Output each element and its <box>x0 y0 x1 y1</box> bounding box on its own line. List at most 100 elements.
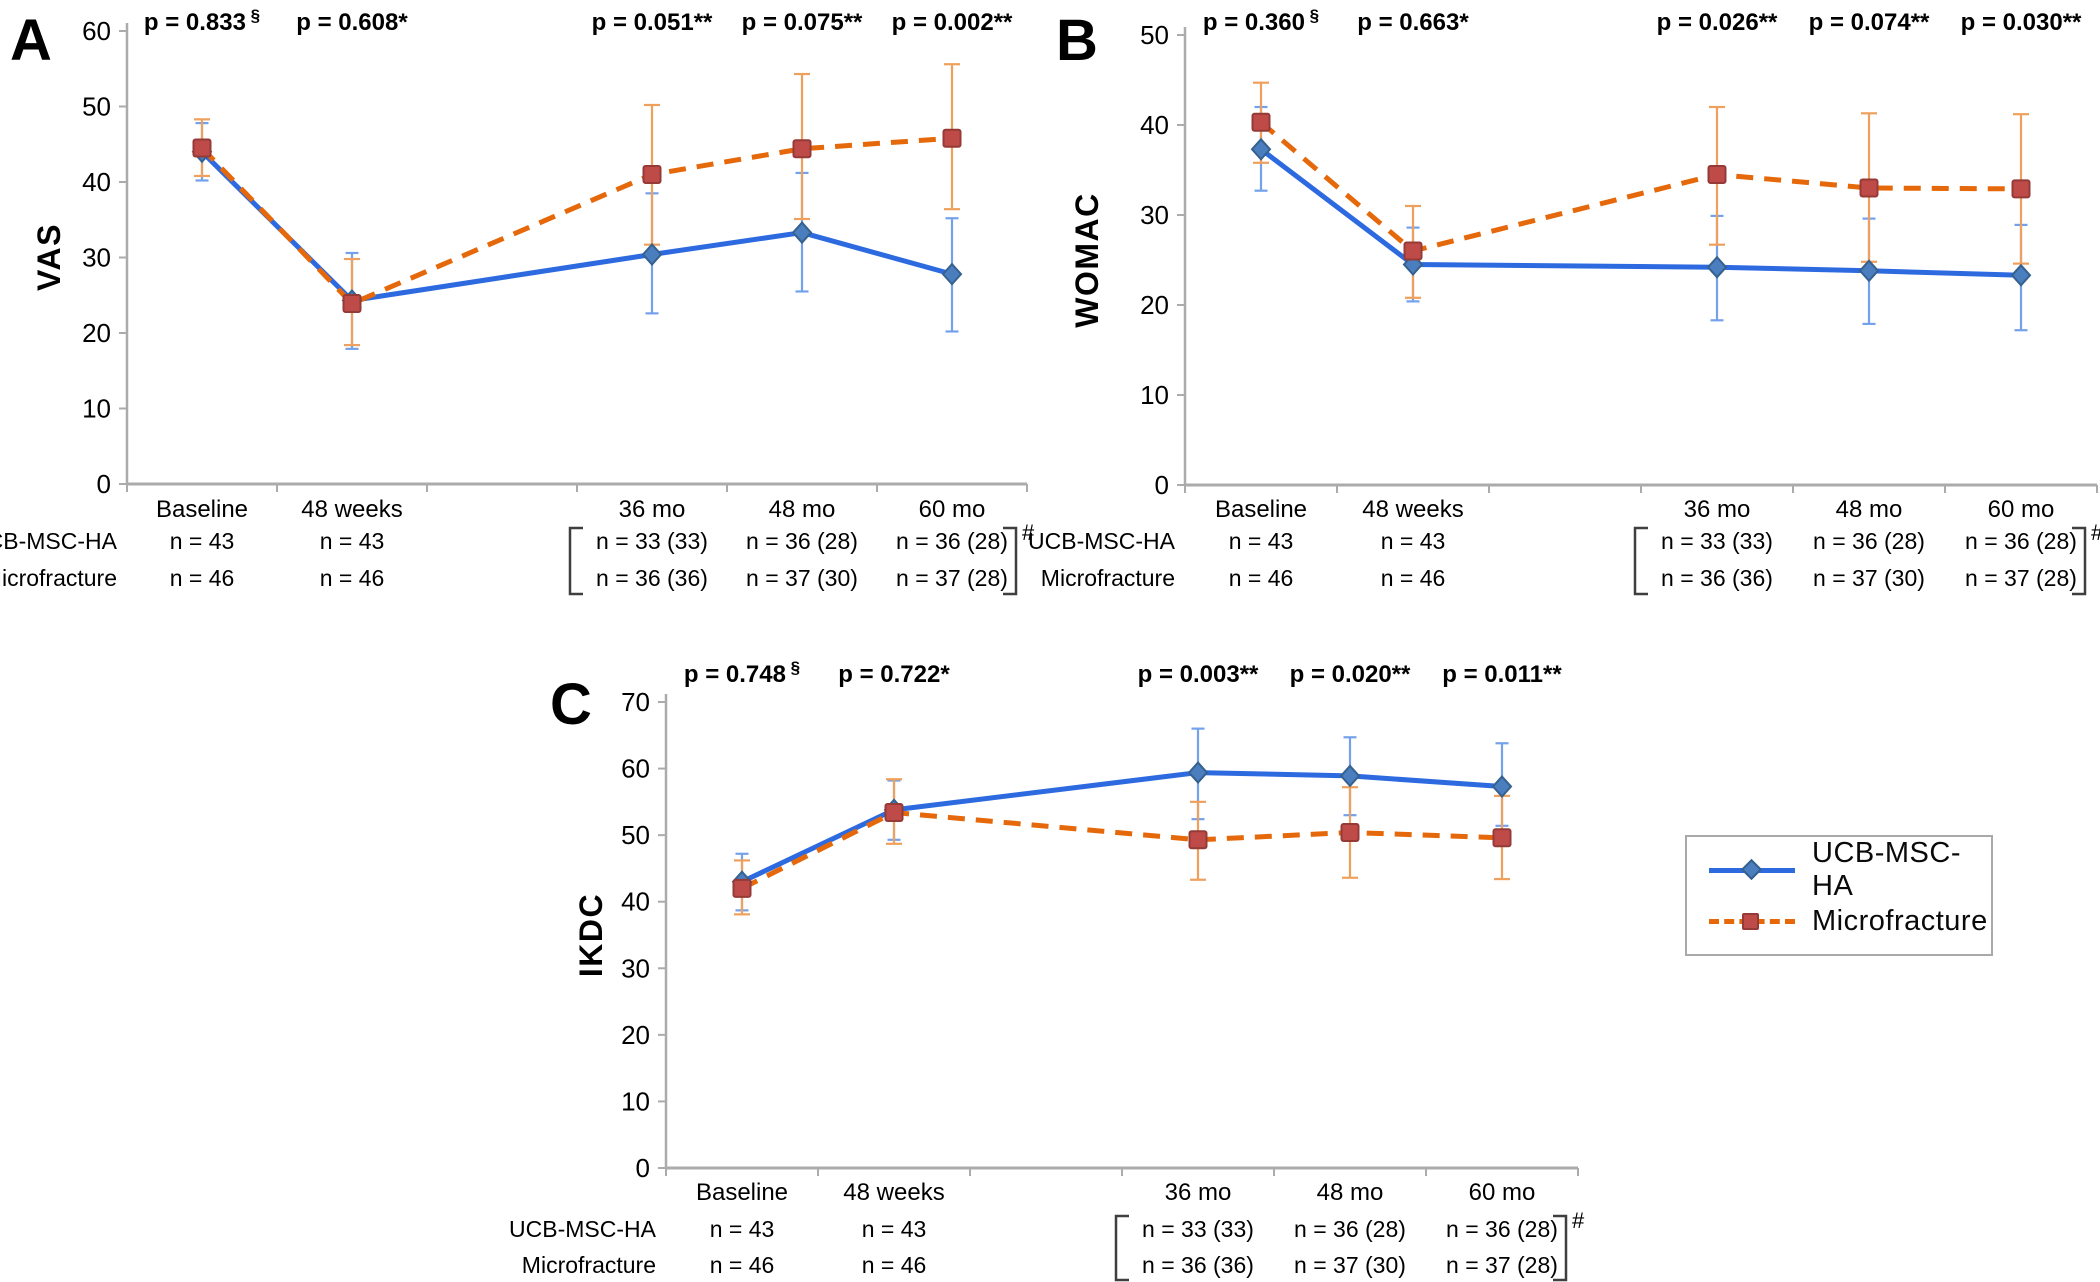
y-tick-label: 40 <box>621 887 650 917</box>
bracket-left <box>1633 526 1648 596</box>
p-value: p = 0.748 § <box>684 658 800 688</box>
data-point-ucb <box>2010 263 2032 287</box>
x-tick-label: 48 weeks <box>1362 496 1463 523</box>
n-value: n = 37 (30) <box>1813 565 1925 591</box>
n-value: n = 37 (28) <box>896 565 1008 591</box>
n-row-label: UCB-MSC-HA <box>509 1216 657 1242</box>
p-value: p = 0.360 § <box>1203 6 1319 36</box>
x-tick-label: Baseline <box>696 1179 788 1206</box>
x-tick-label: Baseline <box>156 496 248 523</box>
y-tick-label: 60 <box>621 754 650 784</box>
data-point-mfx <box>2011 179 2031 199</box>
y-tick-label: 10 <box>82 394 111 424</box>
n-value: n = 37 (28) <box>1446 1252 1558 1278</box>
n-value: n = 36 (28) <box>1294 1216 1406 1242</box>
data-point-mfx <box>1403 241 1423 261</box>
x-tick-label: 60 mo <box>919 496 986 523</box>
n-value: n = 43 <box>1229 528 1294 554</box>
panel-letter: A <box>10 8 52 73</box>
n-value: n = 46 <box>1229 565 1294 591</box>
n-row-label: UCB-MSC-HA <box>0 528 118 554</box>
series-line-mfx <box>740 810 1503 891</box>
x-tick-label: Baseline <box>1215 496 1307 523</box>
x-tick-label: 60 mo <box>1988 496 2055 523</box>
n-value: n = 33 (33) <box>1142 1216 1254 1242</box>
y-tick-label: 20 <box>1140 290 1169 320</box>
y-tick-label: 0 <box>97 469 111 499</box>
n-value: n = 33 (33) <box>1661 528 1773 554</box>
y-tick-label: 10 <box>621 1086 650 1116</box>
y-axis-title: WOMAC <box>1069 192 1105 327</box>
y-tick-label: 40 <box>1140 110 1169 140</box>
n-value: n = 46 <box>710 1252 775 1278</box>
n-value: n = 43 <box>862 1216 927 1242</box>
p-value: p = 0.026** <box>1657 9 1778 36</box>
n-value: n = 36 (28) <box>1446 1216 1558 1242</box>
data-point-ucb <box>1858 259 1880 283</box>
panel-C: C IKDC 0 10 20 30 40 50 60 70 p = 0.748 § p = 0.722… <box>509 658 1585 1282</box>
data-point-mfx <box>1859 178 1879 198</box>
p-value: p = 0.608* <box>296 9 408 36</box>
diamond-marker-icon <box>1740 858 1763 880</box>
data-point-ucb <box>1339 764 1361 788</box>
mfx-line-sample <box>1709 912 1795 930</box>
y-tick-label: 30 <box>1140 200 1169 230</box>
n-value: n = 37 (30) <box>746 565 858 591</box>
n-value: n = 37 (30) <box>1294 1252 1406 1278</box>
data-point-mfx <box>1707 165 1727 184</box>
x-tick-label: 48 weeks <box>843 1179 944 1206</box>
y-tick-label: 50 <box>621 820 650 850</box>
legend-item-ucb: UCB-MSC-HA <box>1709 837 1991 902</box>
n-value: n = 36 (36) <box>1142 1252 1254 1278</box>
n-value: n = 46 <box>320 565 385 591</box>
n-value: n = 43 <box>710 1216 775 1242</box>
x-tick-label: 36 mo <box>619 496 686 523</box>
n-value: n = 36 (28) <box>1965 528 2077 554</box>
n-value: n = 36 (28) <box>746 528 858 554</box>
y-tick-label: 0 <box>1155 470 1169 500</box>
n-row-label: UCB-MSC-HA <box>1028 528 1176 554</box>
p-value: p = 0.002** <box>892 9 1013 36</box>
y-tick-label: 20 <box>621 1020 650 1050</box>
data-point-ucb <box>791 221 813 245</box>
data-point-ucb <box>1187 761 1209 785</box>
bracket-right <box>1553 1214 1568 1282</box>
p-value: p = 0.663* <box>1357 9 1469 36</box>
bracket-left <box>568 526 583 596</box>
bracket-right <box>1003 526 1018 596</box>
y-tick-label: 10 <box>1140 380 1169 410</box>
n-value: n = 36 (36) <box>1661 565 1773 591</box>
data-point-mfx <box>792 139 812 159</box>
data-point-mfx <box>732 878 752 898</box>
legend-label-ucb: UCB-MSC-HA <box>1812 837 1961 902</box>
y-tick-label: 40 <box>82 167 111 197</box>
chart-legend: UCB-MSC-HA Microfracture <box>1685 835 1993 956</box>
data-point-mfx <box>192 138 212 158</box>
p-value: p = 0.011** <box>1442 661 1562 688</box>
y-axis-title: VAS <box>31 223 67 291</box>
x-tick-label: 36 mo <box>1684 496 1751 523</box>
series-line-mfx <box>200 135 953 307</box>
n-row-label: Microfracture <box>0 565 117 591</box>
p-value: p = 0.003** <box>1138 661 1259 688</box>
square-marker-icon <box>1742 912 1759 930</box>
n-value: n = 43 <box>320 528 385 554</box>
y-tick-label: 30 <box>621 953 650 983</box>
data-point-mfx <box>1188 830 1208 850</box>
data-point-ucb <box>641 242 663 266</box>
data-point-mfx <box>642 164 662 184</box>
bracket-left <box>1114 1214 1129 1282</box>
y-axis-title: IKDC <box>573 893 609 977</box>
x-tick-label: 48 mo <box>769 496 836 523</box>
series-line-ucb <box>1259 147 2022 278</box>
x-tick-label: 60 mo <box>1469 1179 1536 1206</box>
legend-label-mfx: Microfracture <box>1812 904 1988 937</box>
y-tick-label: 30 <box>82 243 111 273</box>
n-value: n = 36 (36) <box>596 565 708 591</box>
bracket-right <box>2072 526 2087 596</box>
n-value: n = 46 <box>862 1252 927 1278</box>
x-tick-label: 48 mo <box>1836 496 1903 523</box>
bracket-note: # <box>2091 520 2100 545</box>
